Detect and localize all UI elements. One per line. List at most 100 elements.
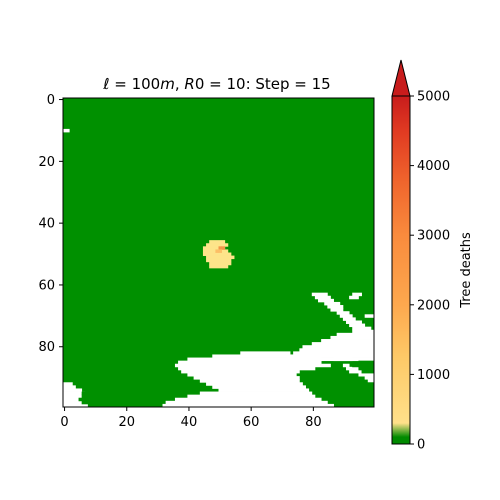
empty-coast bbox=[314, 295, 331, 300]
empty-coast bbox=[174, 397, 322, 402]
empty-coast bbox=[174, 363, 331, 368]
forest-patch bbox=[324, 391, 375, 396]
forest-patch bbox=[87, 403, 95, 408]
empty-hole bbox=[367, 379, 375, 383]
colorbar: 0 1000 2000 3000 4000 5000 Tree deaths bbox=[391, 59, 474, 453]
colorbar-tick-label: 5000 bbox=[417, 90, 450, 105]
empty-coast bbox=[352, 329, 375, 334]
empty-coast bbox=[302, 345, 375, 349]
y-tick-label: 40 bbox=[38, 217, 55, 232]
title-unit: m bbox=[160, 75, 175, 93]
infection-cell bbox=[215, 249, 219, 253]
empty-coast bbox=[349, 323, 366, 328]
empty-coast bbox=[311, 342, 375, 346]
empty-coast bbox=[187, 373, 297, 377]
x-tick-label: 80 bbox=[305, 415, 322, 430]
empty-hole bbox=[342, 363, 350, 368]
empty-coast bbox=[187, 394, 316, 399]
y-axis: 0 20 40 60 80 bbox=[38, 93, 63, 355]
infection-cell bbox=[206, 255, 235, 260]
title-separator: , bbox=[175, 75, 185, 93]
empty-coast bbox=[212, 385, 306, 389]
forest-patch bbox=[342, 400, 375, 405]
empty-coast bbox=[178, 366, 316, 371]
infection-cell bbox=[218, 246, 223, 250]
empty-coast bbox=[352, 326, 372, 331]
empty-coast bbox=[240, 351, 291, 355]
plot-frame bbox=[62, 97, 375, 408]
empty-coast bbox=[178, 360, 322, 365]
empty-coast bbox=[165, 400, 328, 405]
empty-hole bbox=[333, 357, 353, 362]
title-r0: R bbox=[184, 75, 194, 93]
infection-cell bbox=[202, 246, 226, 250]
y-tick-label: 20 bbox=[38, 155, 55, 170]
x-tick-label: 60 bbox=[243, 415, 260, 430]
empty-coast bbox=[63, 391, 86, 396]
empty-coast bbox=[342, 317, 356, 321]
title-r0-value: 0 = 10: Step = 15 bbox=[195, 75, 331, 93]
empty-coast bbox=[63, 394, 86, 399]
title-ell: ℓ bbox=[102, 75, 109, 93]
title-ell-value: = 100 bbox=[109, 75, 160, 93]
empty-coast bbox=[346, 320, 362, 324]
x-tick-label: 0 bbox=[60, 415, 68, 430]
colorbar-frame bbox=[391, 96, 411, 445]
x-tick-label: 20 bbox=[118, 415, 135, 430]
chart-title: ℓ = 100m, R0 = 10: Step = 15 bbox=[102, 75, 330, 93]
empty-coast bbox=[63, 382, 73, 386]
empty-coast bbox=[321, 339, 375, 343]
empty-coast bbox=[364, 314, 375, 318]
empty-coast bbox=[330, 308, 344, 312]
y-tick-label: 80 bbox=[38, 340, 55, 355]
forest-patch bbox=[358, 360, 375, 365]
empty-hole bbox=[358, 373, 375, 377]
infection-cell bbox=[209, 261, 232, 266]
forest-patch bbox=[81, 400, 92, 405]
empty-coast bbox=[286, 357, 375, 362]
empty-coast bbox=[187, 357, 322, 362]
empty-coast bbox=[290, 354, 375, 358]
empty-cell bbox=[63, 128, 70, 133]
empty-hole bbox=[364, 376, 375, 380]
empty-coast bbox=[199, 379, 300, 383]
forest-patch bbox=[358, 366, 375, 371]
empty-hole bbox=[346, 366, 359, 371]
empty-coast bbox=[293, 351, 375, 355]
empty-coast bbox=[63, 385, 76, 389]
x-tick-label: 40 bbox=[181, 415, 198, 430]
colorbar-gradient bbox=[392, 96, 410, 444]
empty-coast bbox=[336, 311, 350, 315]
forest-patch bbox=[311, 385, 375, 389]
empty-coast bbox=[206, 382, 303, 386]
empty-coast bbox=[311, 292, 328, 297]
forest-patch bbox=[78, 397, 92, 402]
forest-patch bbox=[318, 388, 375, 392]
colorbar-tick-label: 3000 bbox=[417, 229, 450, 244]
x-axis: 0 20 40 60 80 bbox=[60, 407, 322, 430]
infection-cell bbox=[209, 264, 229, 269]
empty-coast bbox=[299, 348, 375, 352]
y-tick-label: 60 bbox=[38, 278, 55, 293]
forest-patch bbox=[81, 391, 92, 396]
empty-coast bbox=[349, 295, 359, 300]
infection-cell bbox=[209, 240, 226, 244]
empty-coast bbox=[339, 314, 353, 318]
empty-coast bbox=[63, 397, 83, 402]
forest-patch bbox=[330, 394, 375, 399]
empty-coast bbox=[181, 369, 300, 374]
infection-cell bbox=[202, 252, 232, 256]
forest-patch bbox=[342, 403, 375, 408]
forest-patch bbox=[81, 394, 92, 399]
infection-cell bbox=[218, 249, 223, 253]
empty-coast bbox=[63, 400, 86, 405]
empty-coast bbox=[199, 391, 313, 396]
infection-cell bbox=[206, 258, 232, 263]
empty-coast bbox=[352, 292, 362, 297]
colorbar-tick-label: 4000 bbox=[417, 159, 450, 174]
forest-patch bbox=[352, 363, 375, 368]
forest-patch bbox=[361, 369, 375, 374]
empty-coast bbox=[162, 403, 334, 408]
colorbar-extend-arrow bbox=[391, 59, 411, 97]
